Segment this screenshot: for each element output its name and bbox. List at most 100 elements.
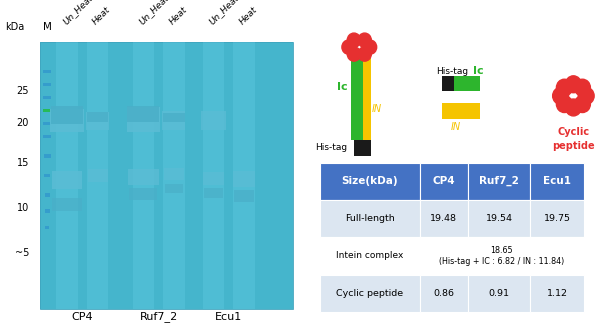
Circle shape (575, 96, 590, 112)
FancyBboxPatch shape (420, 200, 468, 237)
FancyBboxPatch shape (56, 42, 78, 309)
FancyBboxPatch shape (203, 42, 224, 309)
FancyBboxPatch shape (52, 171, 82, 188)
FancyBboxPatch shape (354, 52, 370, 156)
Text: Heat: Heat (168, 5, 189, 26)
FancyBboxPatch shape (420, 275, 468, 312)
Text: His-tag: His-tag (436, 67, 468, 76)
Text: IN: IN (451, 122, 461, 132)
FancyBboxPatch shape (454, 76, 481, 91)
FancyBboxPatch shape (132, 42, 154, 309)
FancyBboxPatch shape (129, 188, 157, 200)
Circle shape (556, 79, 572, 96)
FancyBboxPatch shape (468, 162, 530, 200)
FancyBboxPatch shape (45, 193, 50, 197)
Text: 15: 15 (16, 158, 29, 167)
Text: 25: 25 (16, 86, 29, 96)
FancyBboxPatch shape (40, 42, 293, 309)
Text: Ecu1: Ecu1 (543, 176, 571, 186)
FancyBboxPatch shape (43, 70, 51, 73)
Text: 18.65
(His-tag + IC : 6.82 / IN : 11.84): 18.65 (His-tag + IC : 6.82 / IN : 11.84) (439, 246, 564, 266)
Text: M: M (43, 22, 52, 32)
FancyBboxPatch shape (530, 237, 584, 275)
FancyBboxPatch shape (43, 96, 51, 99)
FancyBboxPatch shape (354, 140, 370, 156)
FancyBboxPatch shape (420, 237, 468, 275)
Text: 20: 20 (16, 119, 29, 128)
FancyBboxPatch shape (320, 275, 420, 312)
FancyBboxPatch shape (43, 83, 51, 86)
Circle shape (565, 76, 581, 93)
FancyBboxPatch shape (320, 162, 420, 200)
Circle shape (578, 87, 594, 104)
FancyBboxPatch shape (45, 226, 49, 229)
FancyBboxPatch shape (320, 237, 420, 275)
FancyBboxPatch shape (127, 106, 159, 122)
Text: Ic: Ic (473, 67, 483, 76)
Text: kDa: kDa (5, 22, 25, 32)
Text: Ecu1: Ecu1 (215, 312, 242, 322)
FancyBboxPatch shape (530, 162, 584, 200)
FancyBboxPatch shape (420, 237, 584, 275)
Text: Cyclic peptide: Cyclic peptide (336, 289, 403, 298)
FancyBboxPatch shape (51, 106, 83, 124)
Text: 19.75: 19.75 (544, 214, 570, 223)
FancyBboxPatch shape (163, 42, 184, 309)
FancyBboxPatch shape (234, 190, 254, 202)
Text: 19.48: 19.48 (430, 214, 457, 223)
FancyBboxPatch shape (165, 184, 183, 193)
FancyBboxPatch shape (162, 111, 185, 130)
FancyBboxPatch shape (163, 113, 184, 122)
Text: 10: 10 (16, 203, 29, 213)
Text: CP4: CP4 (71, 312, 93, 322)
Text: Intein complex: Intein complex (336, 252, 404, 260)
FancyBboxPatch shape (44, 174, 50, 177)
Text: IN: IN (372, 104, 382, 114)
Text: Heat: Heat (238, 5, 259, 26)
Text: 19.54: 19.54 (486, 214, 512, 223)
Circle shape (347, 33, 361, 47)
FancyBboxPatch shape (86, 112, 109, 130)
FancyBboxPatch shape (530, 200, 584, 237)
FancyBboxPatch shape (203, 172, 224, 185)
FancyBboxPatch shape (88, 169, 108, 182)
FancyBboxPatch shape (87, 112, 109, 122)
Text: Full-length: Full-length (345, 214, 395, 223)
Text: 1.12: 1.12 (547, 289, 567, 298)
FancyBboxPatch shape (468, 275, 530, 312)
FancyBboxPatch shape (201, 111, 226, 130)
Circle shape (347, 47, 361, 61)
FancyBboxPatch shape (233, 171, 255, 187)
Text: Un_Heat: Un_Heat (137, 0, 170, 26)
Text: His-tag: His-tag (315, 143, 348, 152)
Text: Un_Heat: Un_Heat (61, 0, 94, 26)
FancyBboxPatch shape (43, 109, 51, 112)
FancyBboxPatch shape (442, 103, 481, 119)
FancyBboxPatch shape (204, 188, 223, 198)
Text: 0.86: 0.86 (433, 289, 454, 298)
Text: 0.91: 0.91 (489, 289, 509, 298)
FancyBboxPatch shape (44, 154, 51, 158)
Circle shape (364, 40, 377, 54)
FancyBboxPatch shape (52, 198, 82, 211)
FancyBboxPatch shape (468, 200, 530, 237)
Circle shape (575, 79, 590, 96)
Text: Size(kDa): Size(kDa) (342, 176, 398, 186)
Text: Ruf7_2: Ruf7_2 (140, 311, 178, 322)
Text: Un_Heat: Un_Heat (207, 0, 240, 26)
Text: Ic: Ic (337, 82, 348, 92)
FancyBboxPatch shape (87, 42, 109, 309)
Text: peptide: peptide (552, 141, 595, 151)
FancyBboxPatch shape (420, 162, 468, 200)
FancyBboxPatch shape (233, 42, 255, 309)
Text: CP4: CP4 (432, 176, 455, 186)
FancyBboxPatch shape (40, 42, 293, 309)
FancyBboxPatch shape (50, 109, 84, 132)
FancyBboxPatch shape (468, 237, 530, 275)
FancyBboxPatch shape (351, 52, 363, 140)
Circle shape (358, 47, 371, 61)
FancyBboxPatch shape (43, 122, 51, 125)
FancyBboxPatch shape (43, 135, 51, 138)
FancyBboxPatch shape (127, 107, 160, 132)
FancyBboxPatch shape (320, 200, 420, 237)
